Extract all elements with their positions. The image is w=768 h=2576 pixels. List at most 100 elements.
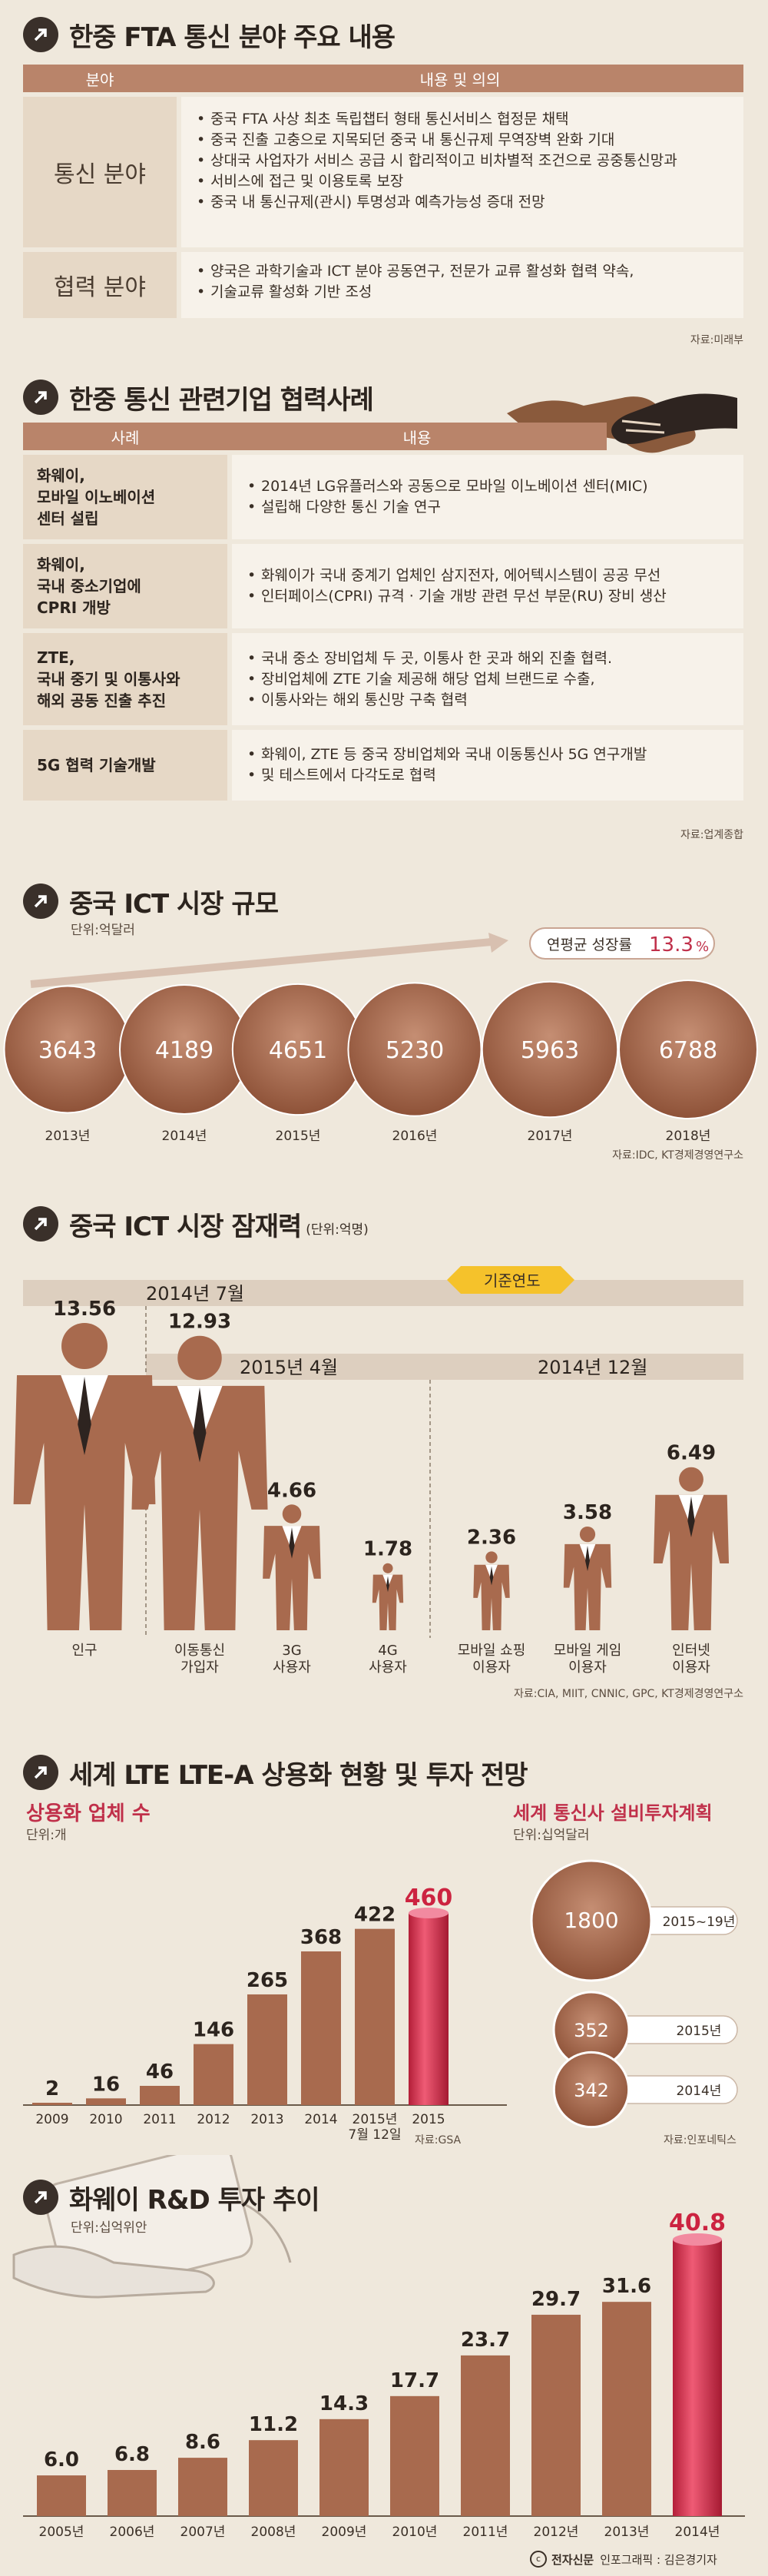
huawei-year: 2011년 [463, 2525, 508, 2540]
coop-section: 한중 통신 관련기업 협력사례 사례 내용 화웨이, 모바일 이노베이션 센터 … [0, 367, 768, 851]
coop-row-label: 화웨이, 국내 중소기업에 CPRI 개방 [23, 544, 227, 628]
lte-value: 368 [300, 1926, 342, 1949]
lte-category: 2015년 [353, 2112, 398, 2127]
lte-category: 2014 [304, 2112, 337, 2127]
growth-pct: % [696, 939, 709, 955]
market-value: 5230 [386, 1037, 444, 1064]
huawei-year: 2005년 [39, 2525, 84, 2540]
coop-item: 국내 중소 장비업체 두 곳, 이통사 한 곳과 해외 진출 협력. [244, 648, 731, 669]
person-tie [193, 1387, 207, 1463]
huawei-value: 6.8 [114, 2443, 150, 2466]
person-body [13, 1375, 156, 1630]
potential-category: 3G [282, 1643, 301, 1659]
huawei-value: 17.7 [390, 2369, 439, 2392]
potential-category: 모바일 쇼핑 [458, 1643, 526, 1659]
lte-category: 2015 [412, 2112, 445, 2127]
huawei-bar-highlight [673, 2239, 722, 2516]
potential-title: 중국 ICT 시장 잠재력 [69, 1211, 302, 1242]
huawei-chart: 6.0 2005년 6.8 2006년 8.6 2007년 11.2 2008년 14.3 200… [23, 2210, 745, 2540]
trend-arrowhead [488, 933, 508, 953]
market-value: 6788 [659, 1037, 717, 1064]
huawei-bar [531, 2314, 581, 2516]
arrow-icon [23, 380, 58, 415]
huawei-bar-cap [673, 2233, 722, 2246]
person-body [473, 1564, 510, 1630]
coop-header: 한중 통신 관련기업 협력사례 [23, 376, 374, 418]
market-year: 2014년 [162, 1129, 207, 1144]
coop-title: 한중 통신 관련기업 협력사례 [69, 384, 374, 416]
huawei-year: 2006년 [110, 2525, 155, 2540]
lte-bar [355, 1928, 395, 2105]
person-tie [386, 1576, 389, 1593]
fta-item-cont: 기술교류 활성화 기반 조성 [194, 282, 731, 303]
fta-item-cont: 서비스에 접근 및 이용토록 보장 [194, 171, 731, 192]
lte-chart: 2 2009 16 2010 46 2011 146 2012 265 2013 368 2014 42… [23, 1859, 738, 2143]
smartphone-hand-icon [12, 2155, 292, 2299]
fta-row-label: 협력 분야 [23, 252, 177, 318]
person-head [485, 1551, 498, 1563]
arrow-icon [23, 17, 58, 52]
huawei-bar [249, 2440, 298, 2516]
market-value: 5963 [521, 1037, 579, 1064]
lte-bar [194, 2044, 233, 2105]
lte-title: 세계 LTE LTE-A 상용화 현황 및 투자 전망 [69, 1759, 528, 1791]
huawei-bar [108, 2470, 157, 2516]
person-tie [78, 1377, 91, 1455]
coop-row: ZTE, 국내 중기 및 이통사와 해외 공동 진출 추진 국내 중소 장비업체… [23, 633, 743, 725]
potential-category: 인구 [71, 1643, 97, 1659]
huawei-year: 2014년 [675, 2525, 720, 2540]
lte-bar [32, 2103, 72, 2105]
coop-item-cont: 인터페이스(CPRI) 규격 · 기술 개방 관련 무선 부문(RU) 장비 생… [244, 586, 731, 607]
coop-table-header: 사례 내용 [23, 423, 607, 450]
capex-value: 1800 [564, 1908, 618, 1933]
huawei-header: 화웨이 R&D 투자 추이 [23, 2177, 320, 2218]
potential-category: 인터넷 [672, 1643, 710, 1659]
period-band-mid [146, 1354, 743, 1380]
person-figure [131, 1335, 268, 1630]
potential-value: 6.49 [667, 1442, 716, 1465]
huawei-value: 11.2 [249, 2413, 298, 2436]
person-figure [263, 1504, 321, 1630]
capex-bubble [530, 1859, 653, 1982]
person-tie [585, 1545, 590, 1572]
market-year: 2013년 [45, 1129, 91, 1144]
lte-value: 422 [354, 1904, 396, 1927]
fta-table-header: 분야 내용 및 의의 [23, 65, 743, 92]
trend-arrow [30, 938, 492, 988]
fta-item: 중국 진출 고충으로 지목되던 중국 내 통신규제 무역장벽 완화 기대 [194, 130, 731, 151]
huawei-value: 40.8 [669, 2210, 726, 2236]
lte-source-left: 자료:GSA [415, 2134, 462, 2147]
arrow-icon [23, 1206, 58, 1242]
coop-item-cont: 장비업체에 ZTE 기술 제공해 해당 업체 브랜드로 수출, [244, 669, 731, 690]
credit: c 전자신문 인포그래픽 : 김은경기자 [530, 2551, 717, 2568]
capex-bubble [552, 2051, 631, 2129]
huawei-year: 2010년 [392, 2525, 438, 2540]
fta-row-label: 통신 분야 [23, 97, 177, 247]
fta-row-coop: 협력 분야 양국은 과학기술과 ICT 분야 공동연구, 전문가 교류 활성화 … [23, 252, 743, 318]
huawei-year: 2007년 [180, 2525, 226, 2540]
lte-value: 46 [146, 2060, 174, 2084]
lte-section: 세계 LTE LTE-A 상용화 현황 및 투자 전망 상용화 업체 수 단위:… [0, 1752, 768, 2147]
lte-value: 16 [92, 2073, 120, 2096]
coop-item-cont: 설립해 다양한 통신 기술 연구 [244, 497, 731, 518]
market-bubble [618, 980, 758, 1119]
capex-period: 2015~19년 [663, 1915, 736, 1930]
huawei-value: 8.6 [185, 2431, 220, 2454]
market-bubble [347, 982, 482, 1117]
person-body [653, 1494, 730, 1630]
person-body [263, 1526, 321, 1630]
fta-col-content: 내용 및 의의 [419, 70, 501, 89]
coop-item: 화웨이, ZTE 등 중국 장비업체와 국내 이동통신사 5G 연구개발 [244, 744, 731, 765]
market-bubble [481, 980, 619, 1119]
market-chart: 연평균 성장률 13.3 % 3643 2013년 4189 2014년 4651 201… [3, 927, 758, 1144]
coop-table: 사례 내용 화웨이, 모바일 이노베이션 센터 설립 2014년 LG유플러스와… [23, 423, 743, 801]
market-value: 4189 [155, 1037, 214, 1064]
coop-col-case: 사례 [111, 428, 140, 447]
huawei-bar [390, 2395, 439, 2516]
person-head [382, 1563, 393, 1573]
lte-value: 265 [247, 1969, 288, 1992]
fta-source: 자료:미래부 [690, 334, 743, 346]
person-tie [289, 1527, 295, 1559]
lte-bar [86, 2098, 126, 2105]
huawei-year: 2013년 [604, 2525, 650, 2540]
